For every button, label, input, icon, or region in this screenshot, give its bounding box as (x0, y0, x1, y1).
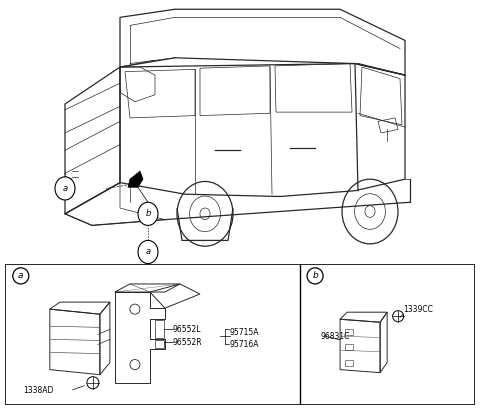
Bar (155, 340, 164, 348)
Text: a: a (145, 247, 151, 256)
Text: b: b (312, 272, 318, 281)
Bar (345, 344, 353, 351)
Bar (345, 360, 353, 366)
Text: 95716A: 95716A (230, 340, 260, 349)
Text: a: a (18, 272, 24, 281)
Circle shape (307, 268, 323, 284)
Circle shape (138, 240, 158, 263)
Text: 96552L: 96552L (173, 325, 202, 334)
Text: 96831C: 96831C (320, 332, 349, 341)
Circle shape (13, 268, 29, 284)
Text: b: b (145, 209, 151, 218)
Text: 95715A: 95715A (230, 328, 260, 337)
Text: 96552R: 96552R (173, 338, 203, 347)
Text: a: a (62, 184, 68, 193)
Polygon shape (128, 171, 143, 187)
Circle shape (138, 202, 158, 225)
Text: 1338AD: 1338AD (23, 386, 53, 396)
Text: 1339CC: 1339CC (403, 305, 433, 314)
Bar (155, 320, 164, 338)
Bar (345, 329, 353, 335)
Circle shape (55, 177, 75, 200)
